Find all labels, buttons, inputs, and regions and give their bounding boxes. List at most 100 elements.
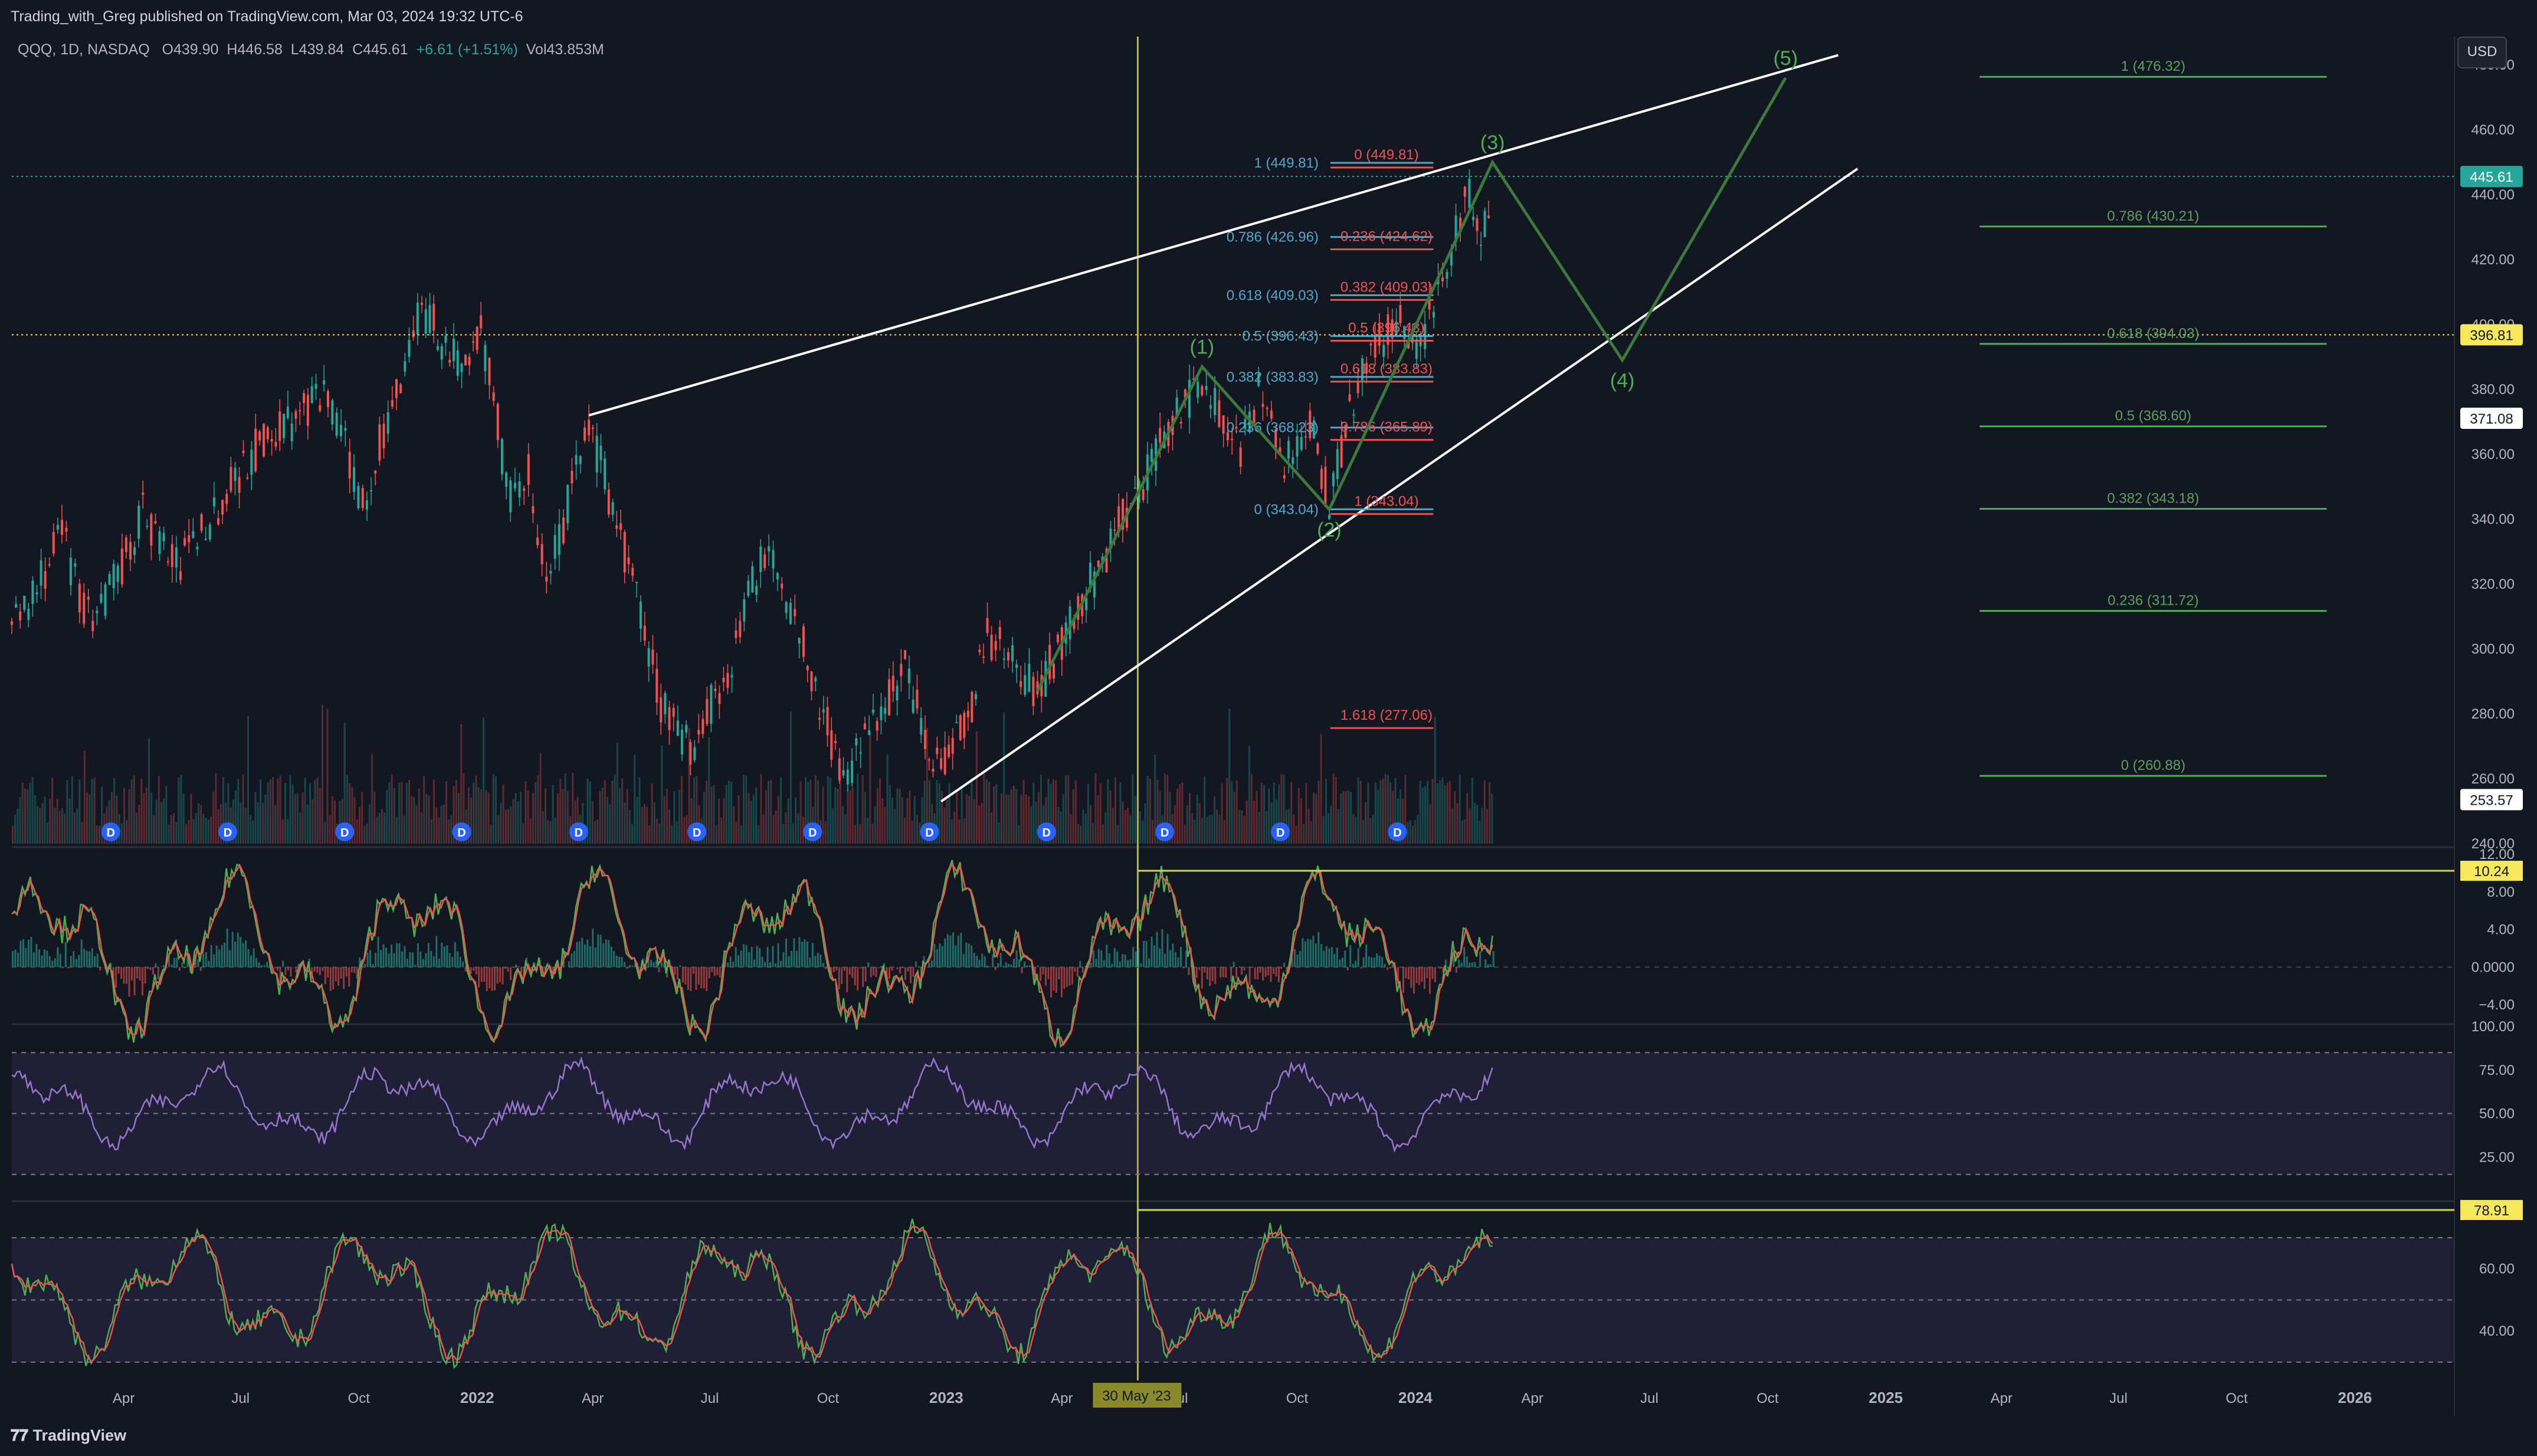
volume-bar (257, 802, 259, 844)
macd-histogram-bar (1333, 953, 1336, 968)
macd-histogram-bar (369, 950, 372, 968)
macd-histogram-bar (706, 967, 708, 991)
volume-bar (572, 773, 574, 844)
macd-histogram-bar (1246, 967, 1248, 968)
stoch-rsi-tick-label: 60.00 (2479, 1261, 2515, 1277)
volume-bar (475, 775, 477, 844)
volume-bar (713, 785, 715, 844)
macd-histogram-bar (1106, 945, 1108, 968)
macd-histogram-bar (1148, 958, 1150, 968)
candle-body (234, 467, 237, 481)
macd-histogram-bar (48, 956, 51, 968)
volume-bar (834, 787, 837, 844)
macd-histogram-bar (319, 967, 321, 976)
candle-body (27, 608, 30, 620)
symbol-name[interactable]: QQQ, 1D, NASDAQ (18, 41, 150, 58)
volume-bar (210, 816, 212, 844)
macd-histogram-bar (647, 957, 650, 968)
candle-body (412, 330, 415, 337)
candle-body (1415, 339, 1418, 359)
candle-body (1192, 378, 1195, 380)
volume-bar (1427, 781, 1429, 844)
volume-bar (185, 824, 187, 844)
candle-body (142, 493, 145, 495)
volume-bar (975, 732, 978, 844)
candle-body (1036, 681, 1039, 694)
volume-bar (936, 780, 938, 844)
candle-body (595, 435, 598, 473)
volume-bar (911, 820, 913, 844)
volume-bar (1090, 805, 1092, 844)
candle-body (74, 563, 77, 567)
candle-body (1348, 394, 1351, 401)
macd-histogram-bar (1444, 959, 1447, 968)
macd-histogram-bar (432, 956, 435, 968)
macd-histogram-bar (1248, 967, 1251, 985)
volume-bar (331, 796, 333, 844)
volume-bar (250, 815, 252, 844)
macd-histogram-bar (480, 967, 483, 982)
volume-bar (591, 801, 594, 844)
candle-body (1093, 571, 1096, 598)
macd-histogram-bar (1047, 967, 1050, 979)
dividend-marker-label: D (1276, 827, 1284, 840)
dividend-marker (101, 822, 120, 841)
volume-bar (1338, 809, 1339, 844)
macd-histogram-bar (205, 952, 207, 968)
volume-bar (1226, 778, 1228, 844)
macd-histogram-bar (817, 952, 819, 968)
candle-body (1332, 473, 1335, 487)
macd-histogram-bar (1177, 957, 1179, 968)
macd-histogram-bar (17, 952, 19, 968)
macd-histogram-bar (708, 967, 710, 979)
macd-histogram-bar (507, 967, 509, 972)
price-badge-label: 371.08 (2470, 411, 2513, 427)
macd-histogram-bar (1474, 962, 1476, 968)
volume-bar (1156, 779, 1159, 844)
volume-bar (727, 780, 730, 844)
volume-bar (867, 817, 868, 844)
macd-histogram-bar (253, 948, 255, 968)
currency-button[interactable]: USD (2457, 37, 2507, 68)
dividend-marker-label: D (693, 827, 701, 840)
volume-bar (1345, 791, 1347, 844)
candle-body (818, 717, 821, 720)
volume-bar (596, 819, 599, 844)
macd-histogram-bar (1283, 962, 1285, 968)
volume-bar (391, 774, 393, 844)
macd-histogram-bar (777, 943, 779, 968)
volume-bar (205, 818, 207, 844)
candle-body (124, 537, 127, 552)
macd-histogram-bar (621, 957, 623, 968)
candle-body (1378, 324, 1381, 346)
volume-bar (1077, 824, 1079, 844)
volume-bar (41, 803, 44, 844)
candle-body (476, 326, 478, 350)
volume-bar (859, 824, 861, 844)
candle-body (440, 346, 443, 360)
macd-histogram-bar (610, 946, 612, 968)
price-tick-label: 460.00 (2472, 122, 2515, 138)
macd-histogram-bar (1264, 967, 1267, 977)
macd-histogram-bar (1251, 967, 1254, 968)
volume-bar (1335, 776, 1337, 844)
volume-bar (192, 818, 195, 844)
channel-line (940, 168, 1858, 803)
volume-bar (1273, 782, 1275, 844)
volume-bar (1174, 805, 1176, 844)
tradingview-logo[interactable]: 𝟕𝟕 TradingView (11, 1427, 126, 1445)
publisher-text: Trading_with_Greg published on TradingVi… (11, 8, 523, 25)
macd-histogram-bar (221, 945, 223, 968)
x-tick-label: Jul (2109, 1391, 2128, 1406)
macd-histogram-bar (999, 953, 1002, 968)
candle-body (1476, 218, 1479, 231)
macd-histogram-bar (1185, 950, 1187, 968)
macd-histogram-bar (862, 967, 864, 987)
dividend-marker (452, 822, 471, 841)
macd-histogram-bar (1259, 967, 1261, 973)
volume-bar (1035, 802, 1037, 844)
macd-histogram-bar (960, 933, 962, 968)
candle-body (1352, 414, 1355, 416)
macd-histogram-bar (430, 950, 432, 968)
